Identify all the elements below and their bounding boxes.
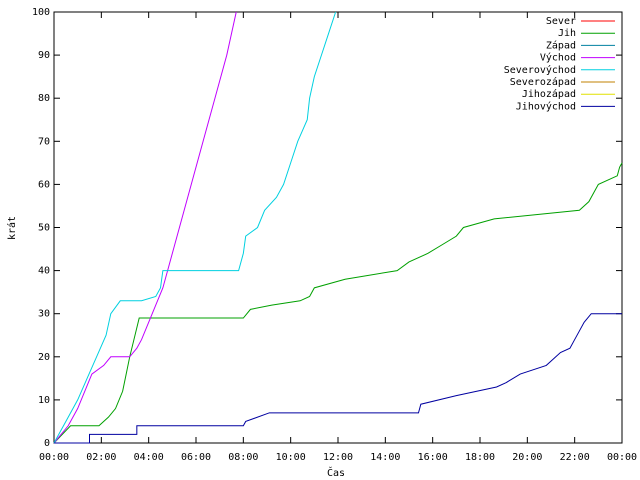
legend-label: Severozápad	[510, 76, 576, 88]
x-tick-label: 00:00	[607, 452, 637, 463]
y-tick-label: 40	[38, 266, 50, 277]
y-axis-label: krát	[6, 216, 18, 240]
y-tick-label: 100	[32, 7, 50, 18]
legend-label: Jih	[558, 28, 576, 39]
series-line	[53, 162, 623, 444]
x-tick-label: 10:00	[276, 452, 306, 463]
x-tick-label: 04:00	[134, 452, 164, 463]
y-tick-label: 10	[38, 395, 50, 406]
x-tick-label: 08:00	[228, 452, 258, 463]
y-tick-label: 20	[38, 352, 50, 363]
legend-label: Východ	[540, 52, 576, 64]
series-line	[53, 11, 237, 444]
series-line	[53, 11, 337, 444]
x-tick-label: 22:00	[560, 452, 590, 463]
x-tick-label: 02:00	[86, 452, 116, 463]
y-tick-label: 70	[38, 136, 50, 147]
x-tick-label: 06:00	[181, 452, 211, 463]
y-tick-label: 80	[38, 93, 50, 104]
x-axis-label: Čas	[327, 466, 345, 479]
legend-label: Jihozápad	[522, 88, 576, 100]
x-tick-label: 20:00	[512, 452, 542, 463]
x-tick-label: 18:00	[465, 452, 495, 463]
y-tick-label: 50	[38, 223, 50, 234]
y-tick-label: 0	[44, 438, 50, 449]
x-tick-label: 12:00	[323, 452, 353, 463]
x-tick-label: 16:00	[418, 452, 448, 463]
legend-label: Západ	[546, 39, 576, 51]
legend-label: Jihovýchod	[516, 100, 576, 112]
x-tick-label: 00:00	[39, 452, 69, 463]
legend-label: Sever	[546, 16, 576, 27]
y-tick-label: 90	[38, 50, 50, 61]
y-tick-label: 30	[38, 309, 50, 320]
y-tick-label: 60	[38, 179, 50, 190]
legend-label: Severovýchod	[504, 64, 576, 76]
x-tick-label: 14:00	[370, 452, 400, 463]
series-line	[54, 313, 622, 444]
